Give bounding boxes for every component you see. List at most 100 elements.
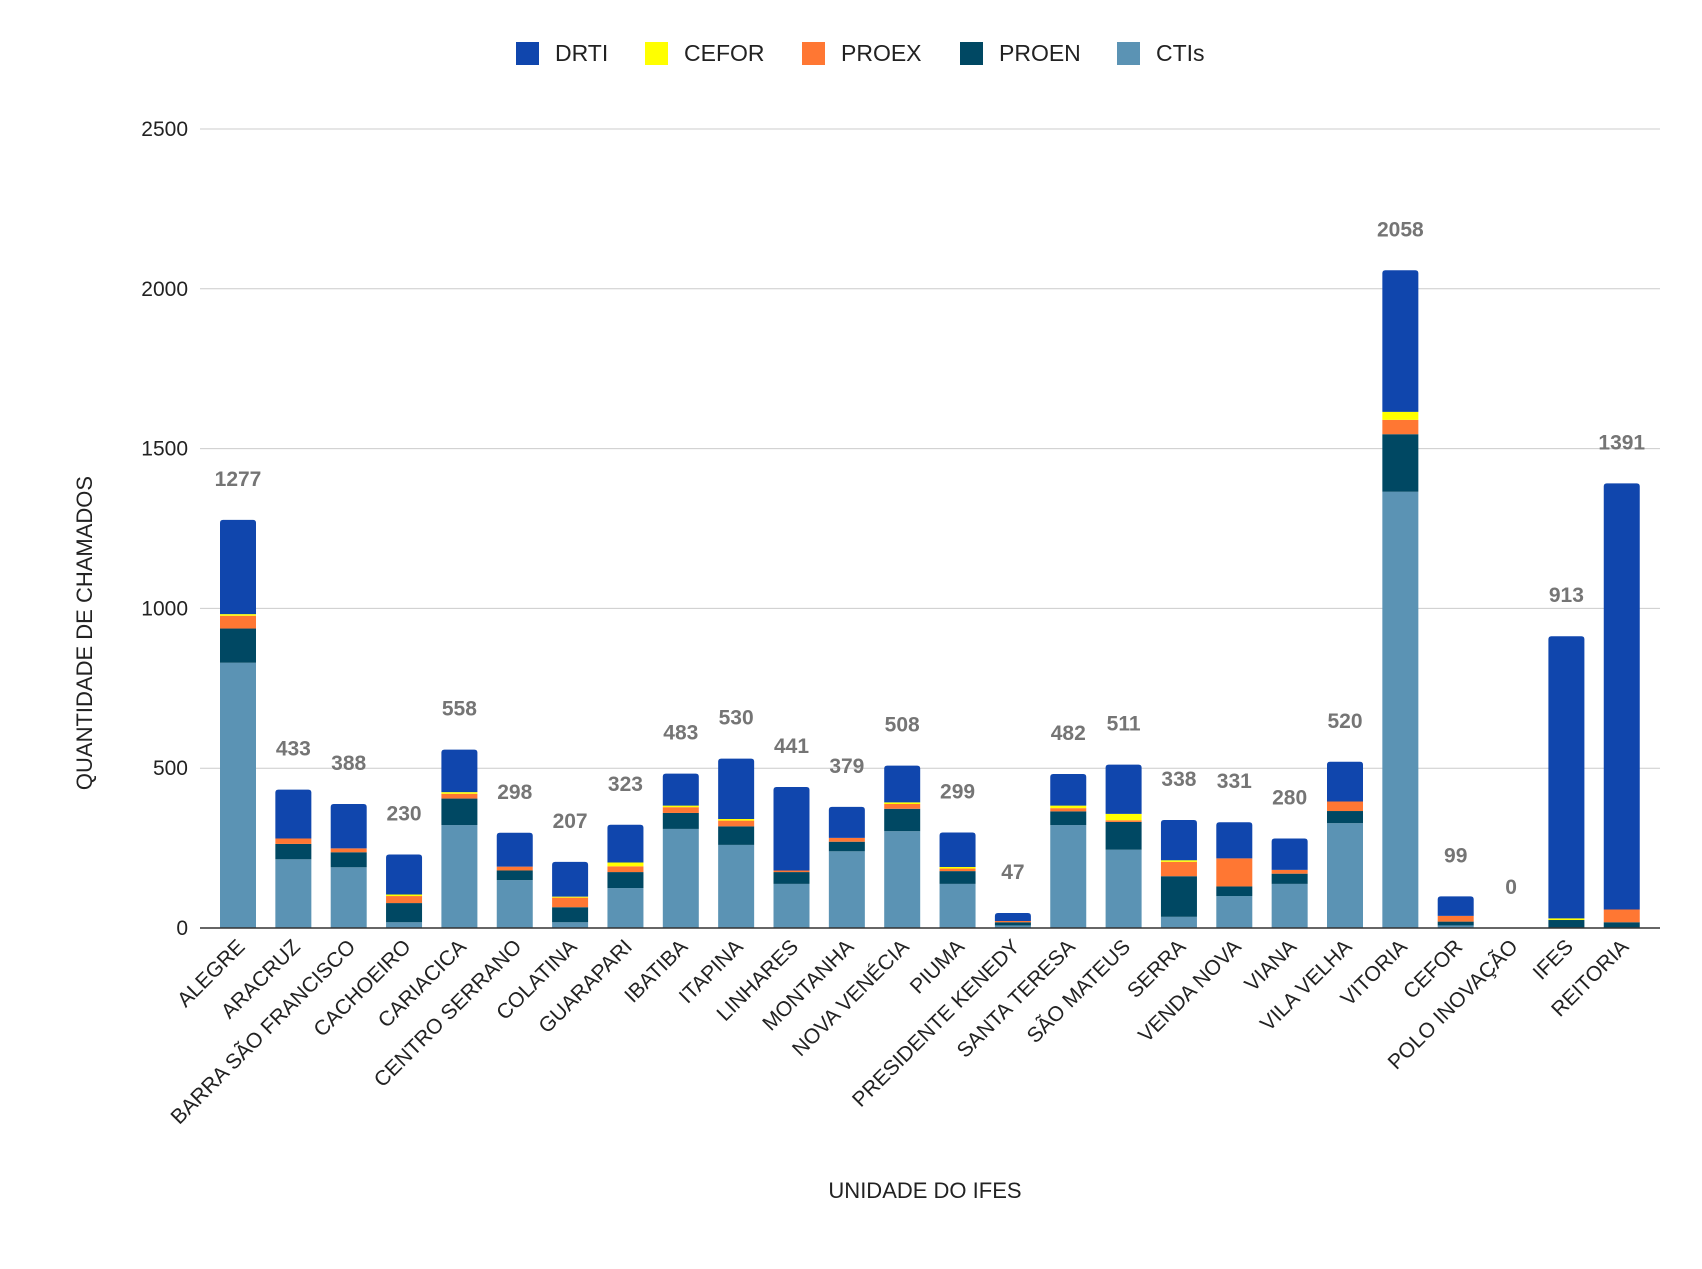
total-label: 323 [608,773,643,796]
bar-segment-drti [1271,838,1308,870]
bar-segment-proex [607,866,644,873]
bar-segment-ctis [1327,823,1363,928]
bar-segment-ctis [552,922,589,928]
bar-segment-proen [275,843,312,860]
bar-stack [386,854,423,928]
bar-segment-ctis [718,844,755,928]
bar-segment-proen [1327,811,1363,824]
bar-segment-proex [275,838,312,844]
bar-segment-proen [662,812,699,829]
total-label: 298 [497,781,532,804]
bar-segment-proex [1216,858,1253,887]
bar-stack [441,749,478,928]
gridlines [200,128,1660,769]
bar-segment-drti [828,806,865,838]
y-axis-ticks: 0 500 1000 1500 2000 2500 [141,118,188,940]
legend-label-proen: PROEN [999,40,1081,66]
bar-segment-proex [828,837,865,842]
bar-segment-proen [220,628,256,663]
bar-segment-proex [718,820,755,827]
total-label: 558 [442,698,477,721]
bar-segment-drti [607,824,644,863]
bar-segment-proen [1271,873,1308,884]
bar-segment-ctis [662,828,699,928]
bar-stack [718,758,755,928]
bar-segment-drti [884,765,921,803]
bar-segment-proen [330,852,367,868]
bar-segment-drti [994,912,1031,921]
bar-stack [1160,819,1197,928]
bar-segment-proen [607,872,644,889]
legend-label-ctis: CTIs [1156,40,1205,66]
bar-segment-ctis [828,851,865,928]
bar-segment-proen [994,922,1031,926]
total-label: 1277 [215,468,262,491]
bar-segment-cefor [607,862,644,867]
bar-segment-ctis [1271,883,1308,928]
bar-segment-proen [1382,434,1419,492]
total-label: 379 [829,755,864,778]
bar-segment-proen [939,871,976,884]
bar-segment-ctis [1160,916,1197,928]
bar-segment-drti [1548,636,1585,919]
bar-segment-proex [1382,419,1419,435]
bar-segment-ctis [220,662,256,928]
bar-segment-ctis [1216,896,1253,928]
total-label: 388 [331,752,366,775]
bar-segment-ctis [1382,491,1419,928]
bar-segment-proen [828,841,865,852]
bar-segment-proen [884,808,921,832]
bar-segment-proen [1603,922,1640,928]
bar-stack [1548,636,1585,928]
bar-segment-proex [994,920,1031,923]
total-label: 913 [1549,584,1584,607]
bar-segment-drti [1327,761,1363,802]
bar-stack [1050,773,1087,928]
bar-segment-ctis [441,825,478,928]
bar-segment-drti [718,758,755,820]
bar-segment-cefor [386,894,423,897]
total-labels: 1277 433 388 230 558 298 207 323 483 530 441 379 508… [215,218,1646,899]
bars [220,270,1640,928]
legend-label-proex: PROEX [841,40,922,66]
legend-label-drti: DRTI [555,40,608,66]
bar-stack [994,912,1031,928]
total-label: 483 [663,722,698,745]
bar-segment-proen [1548,920,1585,928]
bar-stack [220,519,256,928]
total-label: 1391 [1598,431,1645,454]
bar-stack [1271,838,1308,928]
bar-stack [773,787,810,928]
bar-stack [1382,270,1419,928]
bar-segment-proex [496,866,533,871]
bar-stack [496,832,533,928]
total-label: 331 [1217,770,1252,793]
bar-segment-cefor [662,805,699,808]
bar-segment-drti [1603,483,1640,910]
legend-swatch-drti [516,42,539,65]
bar-segment-drti [662,773,699,806]
bar-segment-drti [275,789,312,839]
bar-stack [828,806,865,928]
bar-stack [1327,761,1363,928]
total-label: 0 [1505,876,1517,899]
bar-segment-proex [1603,909,1640,923]
bar-segment-proen [718,826,755,845]
bar-segment-proen [1160,876,1197,917]
bar-stack [662,773,699,928]
bar-segment-ctis [1050,825,1087,928]
bar-segment-ctis [1105,849,1142,928]
bar-segment-ctis [275,859,312,928]
bar-segment-drti [386,854,423,895]
bar-stack [552,861,589,928]
bar-segment-ctis [1437,925,1474,928]
bar-segment-drti [220,519,256,615]
x-tick-label: CACHOEIRO [309,935,415,1041]
bar-segment-proen [1437,921,1474,926]
bar-segment-cefor [1050,805,1087,809]
legend-swatch-proen [960,42,983,65]
bar-segment-proex [939,868,976,872]
y-tick-label: 500 [153,757,188,780]
bar-segment-cefor [718,819,755,821]
